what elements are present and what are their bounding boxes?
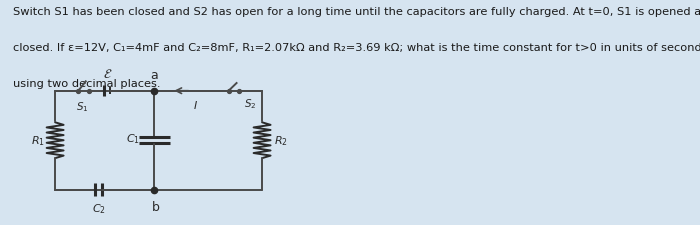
Text: $R_2$: $R_2$: [274, 134, 288, 147]
Text: $R_1$: $R_1$: [31, 134, 45, 147]
Text: using two decimal places.: using two decimal places.: [13, 79, 160, 89]
Text: $S_2$: $S_2$: [244, 97, 256, 111]
Text: $S_1$: $S_1$: [76, 100, 88, 114]
Text: $\mathcal{E}$: $\mathcal{E}$: [102, 68, 112, 81]
Text: closed. If ε=12V, C₁=4mF and C₂=8mF, R₁=2.07kΩ and R₂=3.69 kΩ; what is the time : closed. If ε=12V, C₁=4mF and C₂=8mF, R₁=…: [13, 43, 700, 53]
Text: $C_2$: $C_2$: [92, 201, 106, 215]
Text: $C_1$: $C_1$: [126, 132, 140, 146]
Text: b: b: [152, 200, 160, 213]
Text: Switch S1 has been closed and S2 has open for a long time until the capacitors a: Switch S1 has been closed and S2 has ope…: [13, 7, 700, 17]
Text: a: a: [150, 69, 158, 82]
Text: $I$: $I$: [193, 99, 198, 111]
